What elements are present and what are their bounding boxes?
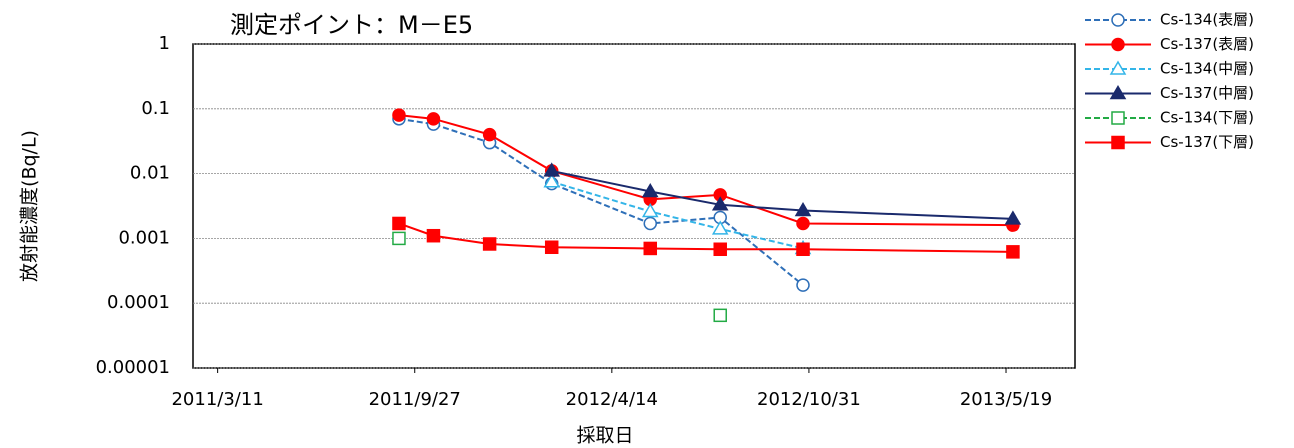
x-axis-label: 採取日 [576,425,633,447]
data-point [796,216,810,231]
legend-label: Cs-134(下層) [1160,109,1254,127]
data-point [543,162,561,177]
x-tick-label: 2012/4/14 [566,389,658,410]
y-axis-label: 放射能濃度(Bq/L) [19,130,41,282]
data-point [482,127,497,142]
legend-marker [1109,85,1127,100]
legend-label: Cs-134(表層) [1160,11,1254,29]
data-point [643,216,658,231]
data-point [1004,210,1022,225]
data-point [643,241,658,256]
y-tick-label: 0.01 [130,163,170,184]
legend-label: Cs-137(中層) [1160,84,1254,102]
data-point [543,173,561,188]
data-point [392,216,406,231]
y-tick-label: 1 [159,33,170,54]
data-point [713,308,727,323]
data-point [426,228,441,243]
data-point [544,240,559,255]
x-tick-label: 2013/5/19 [960,389,1052,410]
legend-marker [1111,37,1125,52]
series-line [398,222,1013,253]
x-tick-label: 2012/10/31 [757,389,861,410]
data-point [392,108,406,122]
data-point [641,203,659,218]
series-line [551,180,804,250]
x-tick-label: 2011/3/11 [171,389,263,410]
series-line [398,114,1013,227]
legend-label: Cs-134(中層) [1160,60,1254,78]
legend-label: Cs-137(表層) [1160,35,1254,53]
y-tick-label: 0.00001 [96,357,170,378]
data-point [482,237,497,251]
chart-title: 測定ポイント：M－E5 [230,11,473,39]
data-point [1006,245,1020,259]
data-point [711,196,729,211]
data-point [392,231,406,246]
legend-label: Cs-137(下層) [1160,133,1254,151]
data-point [796,242,810,257]
data-point [713,242,727,257]
data-point [796,278,810,292]
legend-marker [1111,13,1125,27]
legend-marker [1109,60,1127,75]
y-tick-label: 0.0001 [107,292,170,313]
data-point [794,201,812,217]
x-tick-label: 2011/9/27 [369,389,461,410]
legend-marker [1111,135,1125,150]
y-tick-label: 0.1 [141,98,170,119]
data-point [711,220,729,235]
data-point [641,182,659,198]
legend-marker [1111,111,1125,125]
data-point [426,112,441,126]
y-tick-label: 0.001 [118,227,170,248]
